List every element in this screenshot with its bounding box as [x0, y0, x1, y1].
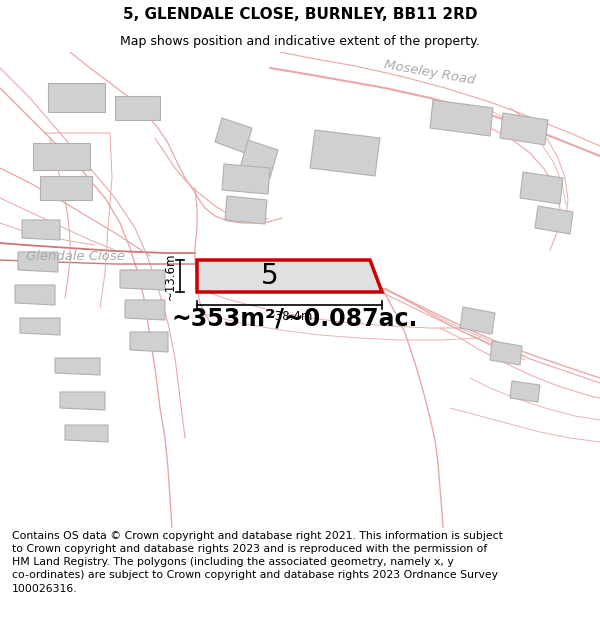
- Polygon shape: [222, 164, 270, 194]
- Polygon shape: [500, 113, 548, 145]
- Polygon shape: [520, 172, 563, 204]
- Text: 5: 5: [261, 262, 279, 290]
- Text: Moseley Road: Moseley Road: [383, 59, 476, 88]
- Polygon shape: [40, 176, 92, 200]
- Polygon shape: [60, 392, 105, 410]
- Polygon shape: [120, 270, 165, 290]
- Polygon shape: [130, 332, 168, 352]
- Polygon shape: [33, 143, 90, 170]
- Polygon shape: [18, 252, 58, 272]
- Polygon shape: [240, 140, 278, 178]
- Polygon shape: [22, 220, 60, 240]
- Polygon shape: [460, 307, 495, 334]
- Polygon shape: [430, 100, 493, 136]
- Polygon shape: [115, 96, 160, 120]
- Text: ~13.6m: ~13.6m: [163, 253, 176, 300]
- Text: ~353m²/~0.087ac.: ~353m²/~0.087ac.: [172, 306, 418, 330]
- Polygon shape: [48, 83, 105, 112]
- Polygon shape: [20, 318, 60, 335]
- Polygon shape: [225, 196, 267, 224]
- Polygon shape: [65, 425, 108, 442]
- Polygon shape: [197, 260, 382, 292]
- Text: Map shows position and indicative extent of the property.: Map shows position and indicative extent…: [120, 35, 480, 48]
- Text: 5, GLENDALE CLOSE, BURNLEY, BB11 2RD: 5, GLENDALE CLOSE, BURNLEY, BB11 2RD: [123, 7, 477, 22]
- Polygon shape: [15, 285, 55, 305]
- Polygon shape: [490, 341, 522, 365]
- Polygon shape: [310, 130, 380, 176]
- Polygon shape: [535, 206, 573, 234]
- Polygon shape: [125, 300, 165, 320]
- Polygon shape: [55, 358, 100, 375]
- Text: Glendale Close: Glendale Close: [26, 249, 124, 262]
- Polygon shape: [510, 381, 540, 402]
- Text: Contains OS data © Crown copyright and database right 2021. This information is : Contains OS data © Crown copyright and d…: [12, 531, 503, 594]
- Polygon shape: [215, 118, 252, 153]
- Text: ~38.4m: ~38.4m: [266, 311, 313, 324]
